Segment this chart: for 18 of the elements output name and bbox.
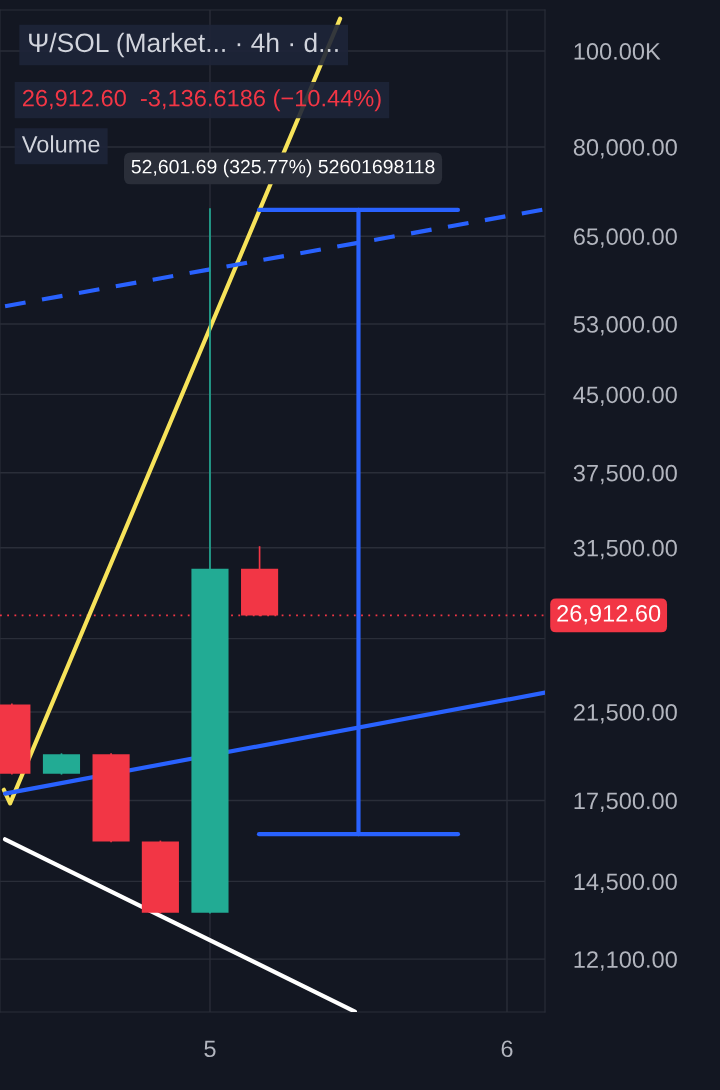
ref-line-label: 26,912.60: [557, 605, 661, 625]
y-tick-label: 80,000.00: [573, 139, 677, 159]
y-tick-label: 31,500.00: [573, 539, 677, 560]
y-tick-label: 17,500.00: [574, 792, 677, 813]
y-tick-label: 45,000.00: [573, 386, 677, 406]
y-tick-label: 21,500.00: [573, 704, 677, 724]
y-tick-label: 14,500.00: [574, 873, 677, 893]
y-tick-label: 100.00K: [574, 43, 661, 60]
x-tick-label: 5: [204, 1040, 216, 1058]
y-tick-label: 53,000.00: [573, 316, 677, 336]
y-tick-label: 37,500.00: [573, 464, 677, 485]
annotation: Volume: [21, 135, 100, 153]
text: Ψ/SOL (Market... · 4h · d...: [29, 32, 338, 58]
text: 26,912.60 -3,136.6186 (−10.44%): [22, 89, 381, 112]
x-tick-label: 6: [501, 1040, 513, 1058]
y-tick-label: 12,100.00: [574, 951, 677, 971]
annotation: 52,601.69 (325.77%) 52601698118: [131, 159, 435, 178]
y-tick-label: 65,000.00: [573, 228, 677, 248]
